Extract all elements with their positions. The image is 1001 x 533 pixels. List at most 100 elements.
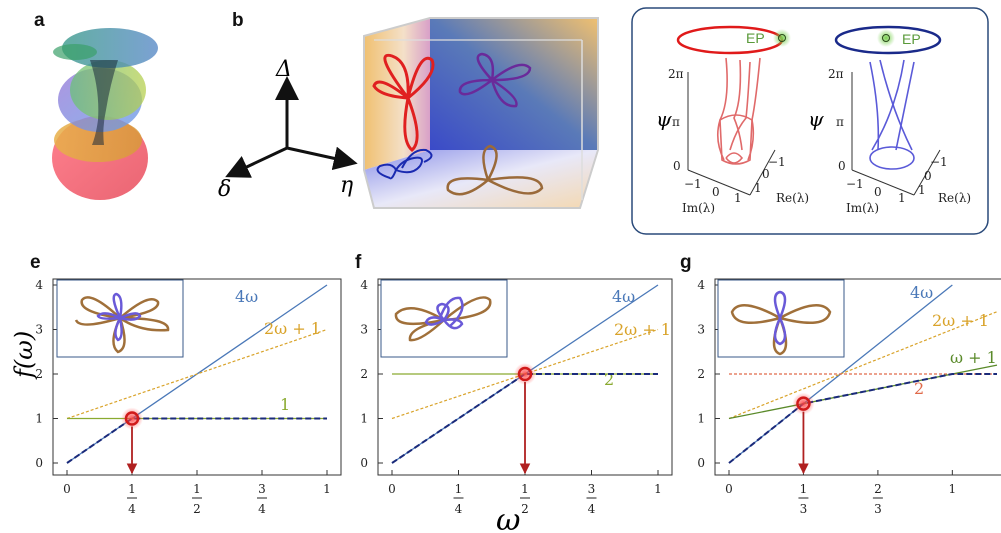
tick-0: 0 — [838, 159, 846, 173]
series-label: 2ω + 1 — [264, 319, 321, 338]
x-tick-neg1: −1 — [684, 177, 702, 191]
exceptional-point-marker — [124, 411, 140, 426]
depth-tick-neg1: −1 — [768, 155, 786, 169]
ep-label: EP — [746, 30, 765, 46]
x-tick-numerator: 3 — [258, 482, 266, 496]
tick-pi: π — [672, 115, 680, 129]
x-tick-denominator: 4 — [588, 502, 596, 516]
tick-2pi: 2π — [668, 67, 684, 81]
y-tick-label: 3 — [360, 323, 368, 337]
ep-glow — [773, 29, 791, 47]
cube-curve-bottom-right — [446, 144, 544, 196]
axis-label-eta: η — [340, 173, 353, 198]
tick-pi: π — [836, 115, 844, 129]
panel-c: EP ψ 2π π 0 −1 0 1 Im(λ) 0 1 −1 Re(λ) — [656, 25, 809, 215]
plot-frame — [714, 278, 1001, 476]
axis-label-Delta: Δ — [275, 57, 292, 82]
x-tick-numerator: 1 — [800, 482, 808, 496]
x-tick-denominator: 4 — [455, 502, 463, 516]
x-tick-denominator: 4 — [128, 502, 136, 516]
x-tick-numerator: 1 — [455, 482, 463, 496]
x-tick-numerator: 1 — [128, 482, 136, 496]
depth-axis-label: Re(λ) — [776, 191, 809, 205]
parameter-axes-triad: Δ δ η — [218, 57, 358, 202]
x-tick-numerator: 2 — [874, 482, 882, 496]
y-tick-label: 4 — [697, 278, 705, 292]
series-label: 2 — [604, 370, 614, 389]
y-tick-label: 2 — [360, 367, 368, 381]
y-tick-label: 0 — [360, 456, 368, 470]
cd-frame — [631, 7, 989, 235]
riemann-surface-illustration — [52, 28, 158, 200]
series-label: 4ω — [235, 287, 258, 306]
x-tick-0: 0 — [874, 185, 882, 199]
x-axis-title: ω — [496, 503, 520, 533]
series-label: 2ω + 1 — [932, 311, 989, 330]
y-tick-label: 0 — [35, 456, 43, 470]
series-line-2w-plus-1 — [728, 311, 998, 420]
x-tick-1: 1 — [734, 191, 742, 205]
trajectory-curves-d — [869, 59, 915, 170]
panel-label-a: a — [34, 10, 45, 31]
y-tick-label: 2 — [35, 367, 43, 381]
series-label: 4ω — [910, 283, 933, 302]
x-axis-label: Im(λ) — [846, 201, 879, 215]
optimal-piecewise-line — [66, 417, 327, 464]
ep-label: EP — [902, 31, 921, 47]
y-tick-label: 0 — [697, 456, 705, 470]
tick-0: 0 — [673, 159, 681, 173]
y-tick-label: 1 — [360, 412, 368, 426]
x-axis-label: Im(λ) — [682, 201, 715, 215]
x-tick-numerator: 1 — [521, 482, 529, 496]
trajectory-curves-c — [716, 57, 761, 165]
inset-f — [380, 279, 508, 358]
cube-curve-back-face — [458, 52, 532, 108]
x-tick-denominator: 2 — [521, 502, 529, 516]
exceptional-point-marker — [796, 396, 811, 411]
loop-not-encircling-ep — [834, 25, 942, 55]
y-tick-label: 3 — [697, 323, 705, 337]
series-label: 1 — [280, 395, 290, 414]
optimal-piecewise-line — [391, 373, 658, 464]
depth-tick-1: 1 — [918, 183, 926, 197]
inset-e — [56, 279, 184, 358]
y-tick-label: 1 — [697, 412, 705, 426]
tick-2pi: 2π — [828, 67, 844, 81]
y-tick-label: 1 — [35, 412, 43, 426]
y-tick-label: 2 — [697, 367, 705, 381]
x-tick-label: 0 — [388, 482, 396, 496]
x-tick-1: 1 — [898, 191, 906, 205]
axis-psi: ψ — [656, 107, 672, 131]
panel-label-e: e — [30, 252, 41, 273]
y-tick-label: 4 — [35, 278, 43, 292]
marker-glow — [792, 392, 815, 415]
optimal-piecewise-line — [728, 373, 997, 464]
x-tick-label: 1 — [654, 482, 662, 496]
x-tick-denominator: 4 — [258, 502, 266, 516]
chart-panel-f: 0 1 2 3 4 0 1 4 1 2 3 4 1 4ω 2ω + 1 2 — [360, 278, 673, 516]
panel-d: EP ψ 2π π 0 −1 0 1 Im(λ) −1 0 1 Re(λ) — [808, 25, 971, 215]
x-tick-neg1: −1 — [846, 177, 864, 191]
series-label: 2ω + 1 — [614, 320, 671, 339]
marker-glow — [121, 407, 143, 430]
x-tick-label: 0 — [725, 482, 733, 496]
cube-curve-left-face — [372, 53, 435, 152]
depth-tick-1: 1 — [754, 181, 762, 195]
x-tick-numerator: 3 — [588, 482, 596, 496]
depth-tick-0: 0 — [924, 169, 932, 183]
x-tick-0: 0 — [712, 185, 720, 199]
x-tick-denominator: 3 — [874, 502, 882, 516]
x-tick-label: 0 — [63, 482, 71, 496]
series-label: 2 — [914, 379, 924, 398]
x-tick-denominator: 2 — [193, 502, 201, 516]
y-tick-label: 4 — [360, 278, 368, 292]
cube-curve-bottom-left — [376, 148, 433, 180]
series-label: ω + 1 — [950, 348, 997, 367]
series-label: 4ω — [612, 287, 635, 306]
projection-cube — [363, 17, 599, 209]
x-tick-denominator: 3 — [800, 502, 808, 516]
x-tick-label: 1 — [323, 482, 331, 496]
depth-tick-0: 0 — [762, 167, 770, 181]
